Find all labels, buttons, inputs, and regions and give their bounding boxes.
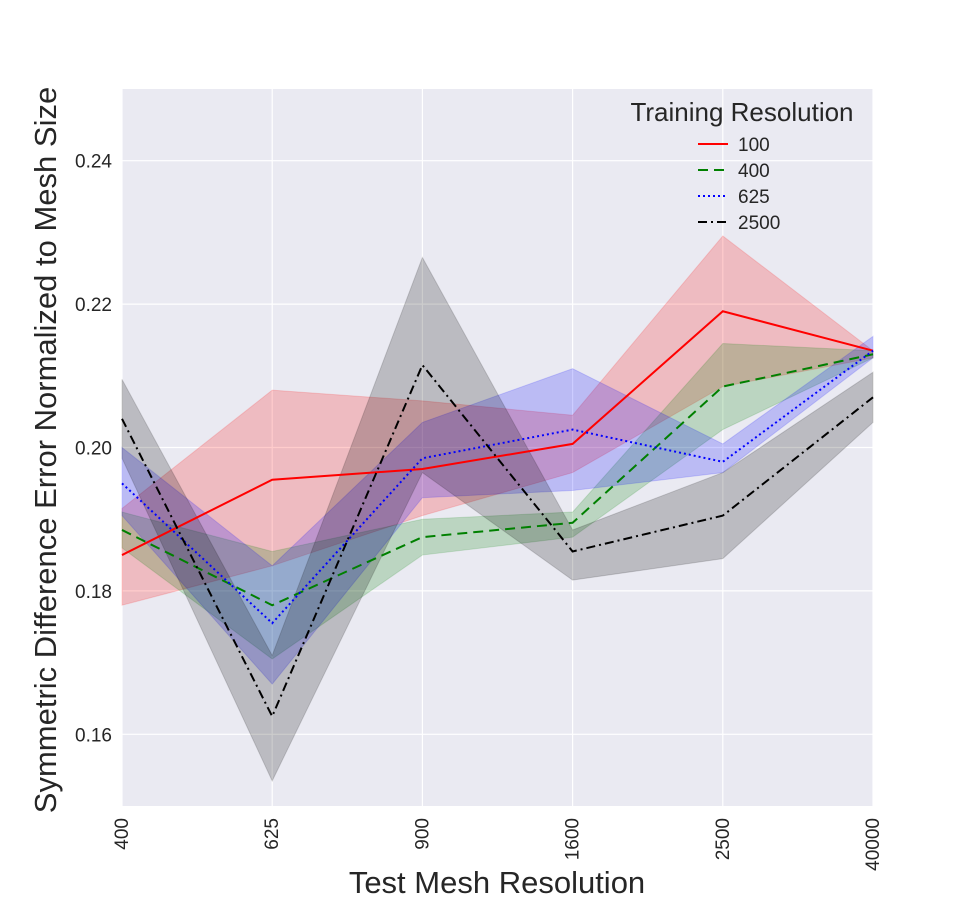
x-tick-label: 900 <box>412 818 433 850</box>
y-tick-labels: 0.16 0.18 0.20 0.22 0.24 <box>75 152 112 747</box>
x-tick-label: 625 <box>262 818 283 850</box>
legend-title: Training Resolution <box>630 97 853 127</box>
y-axis-label: Symmetric Difference Error Normalized to… <box>28 87 63 813</box>
y-tick-label: 0.22 <box>75 295 112 316</box>
legend-label: 100 <box>738 135 770 156</box>
series-line <box>121 363 874 719</box>
x-tick-label: 400 <box>112 818 133 850</box>
y-tick-label: 0.24 <box>75 152 112 173</box>
y-tick-label: 0.16 <box>75 725 112 746</box>
series-line <box>121 310 874 556</box>
grid-lines <box>121 89 874 806</box>
confidence-bands <box>121 235 874 783</box>
legend: Training Resolution 100 400 625 2500 <box>630 97 853 234</box>
legend-label: 2500 <box>738 213 780 234</box>
confidence-band <box>121 235 874 606</box>
x-tick-label: 40000 <box>863 818 884 871</box>
series-line <box>121 353 874 607</box>
series-line <box>121 349 874 625</box>
y-tick-label: 0.20 <box>75 439 112 460</box>
legend-label: 625 <box>738 187 770 208</box>
x-tick-labels: 400 625 900 1600 2500 40000 <box>112 818 884 871</box>
y-tick-label: 0.18 <box>75 582 112 603</box>
x-tick-label: 2500 <box>713 818 734 860</box>
x-axis-label: Test Mesh Resolution <box>349 865 645 897</box>
x-tick-label: 1600 <box>563 818 584 860</box>
confidence-band <box>121 343 874 660</box>
legend-label: 400 <box>738 161 770 182</box>
series-lines <box>121 310 874 719</box>
confidence-band <box>121 256 874 783</box>
confidence-band <box>121 335 874 685</box>
